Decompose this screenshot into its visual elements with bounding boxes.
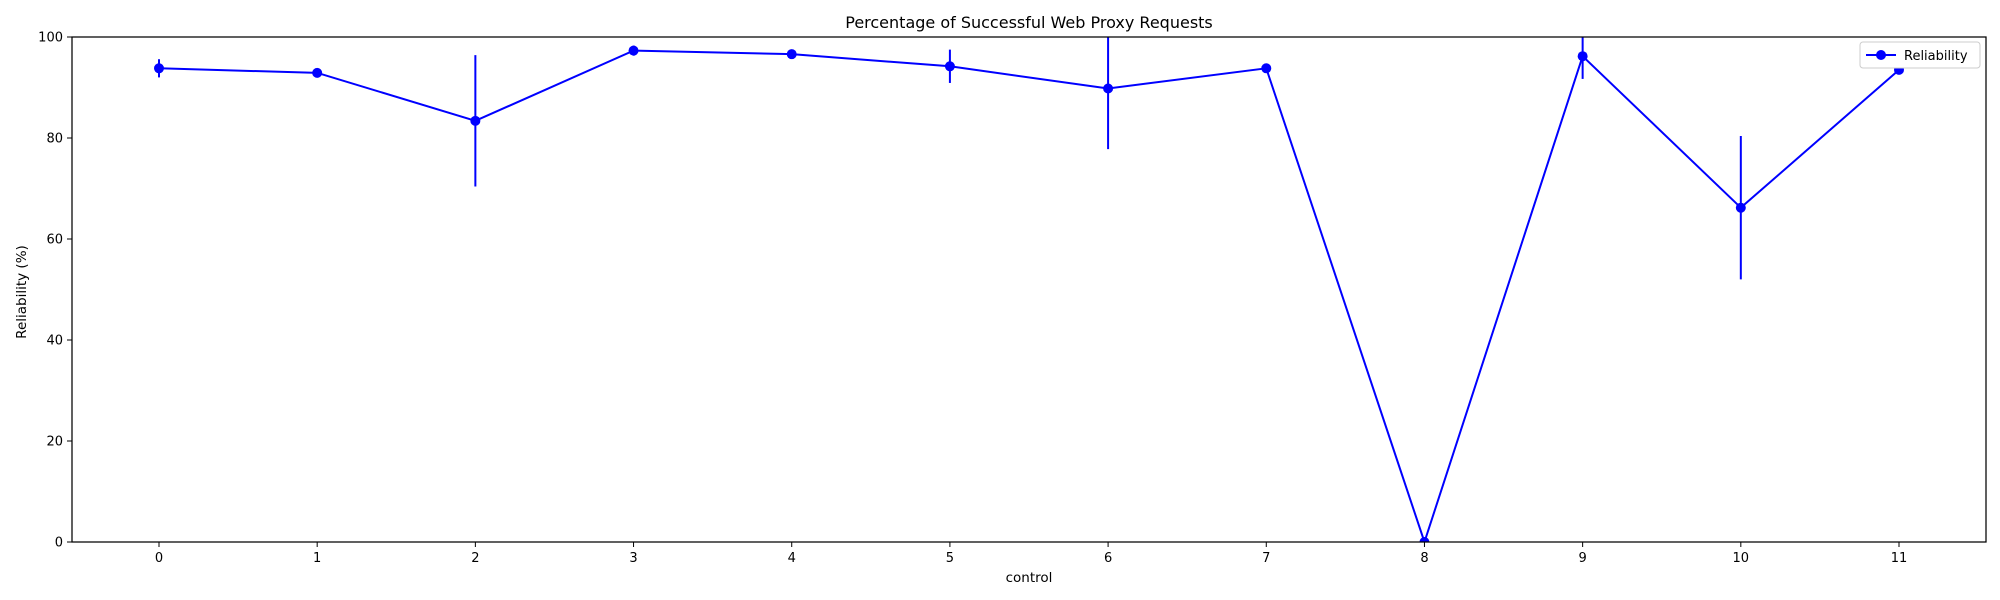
x-tick-label: 9: [1578, 551, 1586, 566]
x-tick-label: 7: [1262, 551, 1270, 566]
data-point: [1419, 537, 1430, 542]
y-tick-label: 80: [46, 132, 63, 147]
data-point: [786, 49, 797, 60]
y-tick-label: 40: [46, 334, 63, 349]
x-tick-label: 10: [1733, 551, 1750, 566]
data-point: [944, 61, 955, 72]
y-axis-label: Reliability (%): [14, 245, 30, 339]
legend: Reliability: [1859, 41, 1981, 69]
y-tick-label: 20: [46, 435, 63, 450]
y-tick-label: 100: [38, 31, 63, 46]
x-axis-label: control: [1006, 570, 1053, 586]
x-tick-label: 2: [471, 551, 479, 566]
x-tick-label: 5: [946, 551, 954, 566]
data-point: [1735, 202, 1746, 213]
y-tick-label: 0: [55, 536, 63, 551]
x-tick-label: 11: [1891, 551, 1908, 566]
legend-frame: [1859, 41, 1981, 69]
data-point: [470, 115, 481, 126]
legend-label-reliability: Reliability: [1904, 49, 1968, 64]
chart-title: Percentage of Successful Web Proxy Reque…: [845, 13, 1213, 32]
x-tick-label: 3: [629, 551, 637, 566]
x-tick-label: 0: [155, 551, 163, 566]
plot-frame: [71, 36, 1987, 543]
data-point: [1261, 63, 1272, 74]
data-point: [312, 67, 323, 78]
data-point: [1103, 83, 1114, 94]
axes: 0 1 2 3 4 5 6 7 8 9 10 11 0 20 40 60 80 100: [38, 31, 1987, 566]
y-tick-label: 60: [46, 233, 63, 248]
x-tick-label: 4: [788, 551, 796, 566]
x-tick-label: 8: [1420, 551, 1428, 566]
data-point: [628, 45, 639, 56]
data-point: [154, 63, 164, 74]
series-line-reliability: [158, 49, 1900, 542]
x-tick-label: 1: [313, 551, 321, 566]
legend-marker-reliability: [1876, 50, 1886, 60]
data-point: [1577, 51, 1588, 62]
plot-marks: [154, 37, 1904, 542]
x-tick-label: 6: [1104, 551, 1112, 566]
